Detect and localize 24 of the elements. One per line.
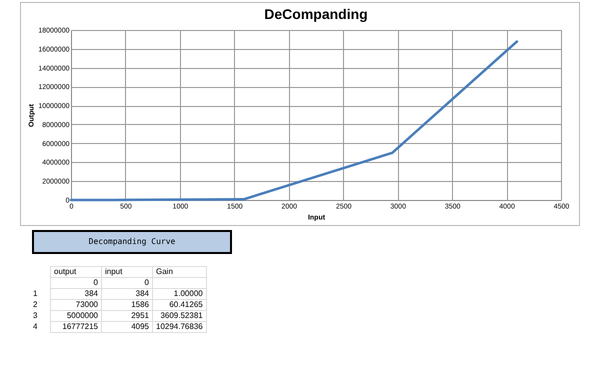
text: 16777215 xyxy=(50,322,102,332)
text: 1 xyxy=(32,288,38,300)
text: 3609.52381 xyxy=(152,310,206,322)
text: 5000000 xyxy=(50,310,102,322)
text: 0 xyxy=(102,278,152,288)
text: 1586 xyxy=(102,300,152,310)
text: 10294.76836 xyxy=(152,322,206,332)
text: 3 xyxy=(32,310,38,322)
text: 2951 xyxy=(102,310,152,322)
line-series xyxy=(70,40,518,202)
text: 1.00000 xyxy=(152,288,206,300)
text: 4 xyxy=(32,322,38,332)
text: output xyxy=(50,266,102,278)
text: 384 xyxy=(102,288,152,300)
text: 73000 xyxy=(50,300,102,310)
caption-box: Decompanding Curve xyxy=(32,230,232,254)
chart-title: DeCompanding xyxy=(264,6,368,22)
text: 60.41265 xyxy=(152,300,206,310)
text: 0 xyxy=(50,278,102,288)
text: 2 xyxy=(32,300,38,310)
text: Gain xyxy=(152,266,206,278)
text: input xyxy=(102,266,152,278)
text: 384 xyxy=(50,288,102,300)
text: 4095 xyxy=(102,322,152,332)
